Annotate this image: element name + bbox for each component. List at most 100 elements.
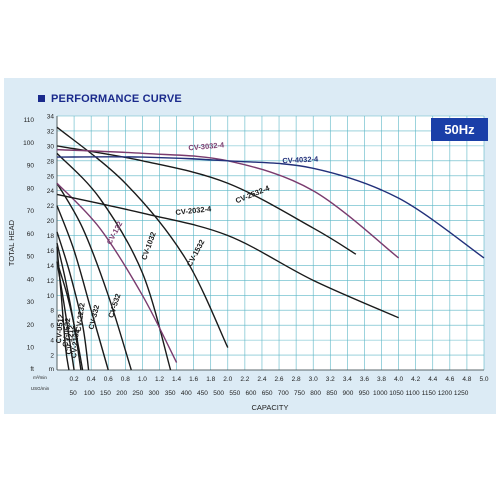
frequency-badge: 50Hz: [431, 118, 488, 141]
x-tick-label-m3: 2.8: [292, 376, 301, 383]
series-line-cv-332: [56, 205, 109, 371]
x-tick-label-usg: 600: [246, 390, 257, 397]
series-line-cv-2132: [56, 261, 84, 371]
series-label-cv-3032-4: CV-3032-4: [188, 140, 225, 152]
x-tick-label-usg: 950: [359, 390, 370, 397]
x-tick-label-m3: 1.2: [155, 376, 164, 383]
x-tick-label-m3: 4.4: [428, 376, 437, 383]
x-tick-label-m3: 3.8: [377, 376, 386, 383]
series-line-cv-2232: [56, 231, 90, 371]
x-tick-label-usg: 300: [149, 390, 160, 397]
x-tick-label-usg: 650: [262, 390, 273, 397]
y-tick-label-ft: 20: [27, 322, 35, 329]
x-tick-label-usg: 500: [213, 390, 224, 397]
y-axis-label: TOTAL HEAD: [7, 219, 16, 266]
x-tick-label-m3: 5.0: [479, 376, 488, 383]
y-tick-label-m: 2: [50, 353, 54, 360]
x-tick-label-m3: 4.0: [394, 376, 403, 383]
series-line-cv-532: [56, 182, 132, 371]
x-tick-label-usg: 550: [229, 390, 240, 397]
y-tick-label-ft: 40: [27, 276, 35, 283]
x-tick-label-usg: 350: [165, 390, 176, 397]
x-tick-label-m3: 4.8: [462, 376, 471, 383]
x-tick-label-m3: 1.0: [138, 376, 147, 383]
x-tick-label-usg: 100: [84, 390, 95, 397]
series-label-cv-0532: CV-0532: [61, 317, 73, 347]
y-tick-label-m: 14: [47, 263, 55, 270]
plot-area: [57, 116, 484, 370]
y-tick-label-m: 18: [47, 233, 55, 240]
y-tick-label-m: 30: [47, 143, 55, 150]
x-tick-label-usg: 1050: [389, 390, 404, 397]
x-tick-label-m3: 3.2: [326, 376, 335, 383]
x-tick-label-m3: 1.8: [206, 376, 215, 383]
x-unit-m3: m³/min: [33, 375, 47, 380]
x-tick-label-usg: 400: [181, 390, 192, 397]
x-tick-label-m3: 3.0: [309, 376, 318, 383]
x-tick-label-m3: 3.4: [343, 376, 352, 383]
x-tick-label-usg: 250: [132, 390, 143, 397]
series-line-cv-132: [56, 182, 178, 363]
series-line-cv-2532-4: [56, 145, 357, 255]
x-tick-label-m3: 1.4: [172, 376, 181, 383]
y-tick-label-ft: 80: [27, 185, 35, 192]
x-tick-label-usg: 700: [278, 390, 289, 397]
x-tick-label-usg: 1150: [422, 390, 436, 397]
x-tick-label-usg: 50: [70, 390, 78, 397]
x-tick-label-m3: 4.2: [411, 376, 420, 383]
y-unit-m: m: [49, 366, 54, 373]
y-tick-label-ft: 60: [27, 231, 35, 238]
x-tick-label-usg: 150: [100, 390, 111, 397]
x-tick-label-usg: 1100: [406, 390, 420, 397]
x-tick-label-m3: 2.0: [223, 376, 232, 383]
series-label-cv-2232: CV-2232: [74, 302, 87, 332]
x-tick-label-m3: 4.6: [445, 376, 454, 383]
y-tick-label-m: 6: [50, 323, 54, 330]
series-label-cv-0512: CV-0512: [54, 314, 66, 344]
x-tick-label-m3: 0.8: [121, 376, 130, 383]
x-tick-label-usg: 1000: [373, 390, 388, 397]
y-tick-label-m: 16: [47, 248, 55, 255]
title-bullet-icon: [38, 95, 45, 103]
x-tick-label-m3: 2.6: [275, 376, 284, 383]
y-tick-label-ft: 90: [27, 163, 35, 170]
y-tick-label-ft: 30: [27, 299, 35, 306]
series-label-cv-1212: CV-1212: [64, 325, 76, 355]
y-tick-label-m: 8: [50, 308, 54, 315]
x-tick-label-m3: 2.2: [240, 376, 249, 383]
y-tick-label-m: 22: [47, 203, 55, 210]
x-tick-label-usg: 850: [326, 390, 337, 397]
x-axis-label: CAPACITY: [252, 403, 289, 412]
y-tick-label-m: 10: [47, 293, 55, 300]
y-tick-label-ft: 70: [27, 208, 35, 215]
y-tick-label-m: 34: [47, 114, 55, 121]
series-line-cv-1212: [56, 242, 82, 371]
x-tick-label-m3: 0.4: [87, 376, 96, 383]
series-line-cv-4032-4: [56, 156, 485, 259]
y-tick-label-ft: 100: [23, 140, 34, 147]
y-tick-label-ft: 10: [27, 345, 35, 352]
series-label-cv-4032-4: CV-4032-4: [282, 154, 319, 165]
x-tick-label-usg: 750: [294, 390, 305, 397]
chart-title: PERFORMANCE CURVE: [38, 90, 182, 105]
chart-title-text: PERFORMANCE CURVE: [51, 92, 182, 105]
x-tick-label-usg: 1200: [438, 390, 453, 397]
x-tick-label-usg: 900: [343, 390, 354, 397]
x-tick-label-m3: 0.6: [104, 376, 113, 383]
x-tick-label-m3: 2.4: [257, 376, 266, 383]
y-tick-label-m: 12: [47, 278, 55, 285]
y-tick-label-ft: 110: [24, 117, 35, 124]
x-tick-label-m3: 1.6: [189, 376, 198, 383]
series-line-cv-2032-4: [56, 193, 399, 319]
x-tick-label-m3: 0.2: [70, 376, 79, 383]
y-tick-label-m: 28: [47, 158, 55, 165]
series-line-cv-0532: [56, 261, 75, 371]
y-unit-ft: ft: [30, 366, 34, 373]
y-tick-label-m: 24: [47, 188, 55, 195]
y-tick-label-ft: 50: [27, 254, 35, 261]
x-unit-usg: USG/min: [31, 386, 50, 391]
y-tick-label-m: 20: [47, 218, 55, 225]
series-label-cv-2032-4: CV-2032-4: [175, 204, 212, 217]
series-line-cv-1032: [56, 152, 172, 371]
